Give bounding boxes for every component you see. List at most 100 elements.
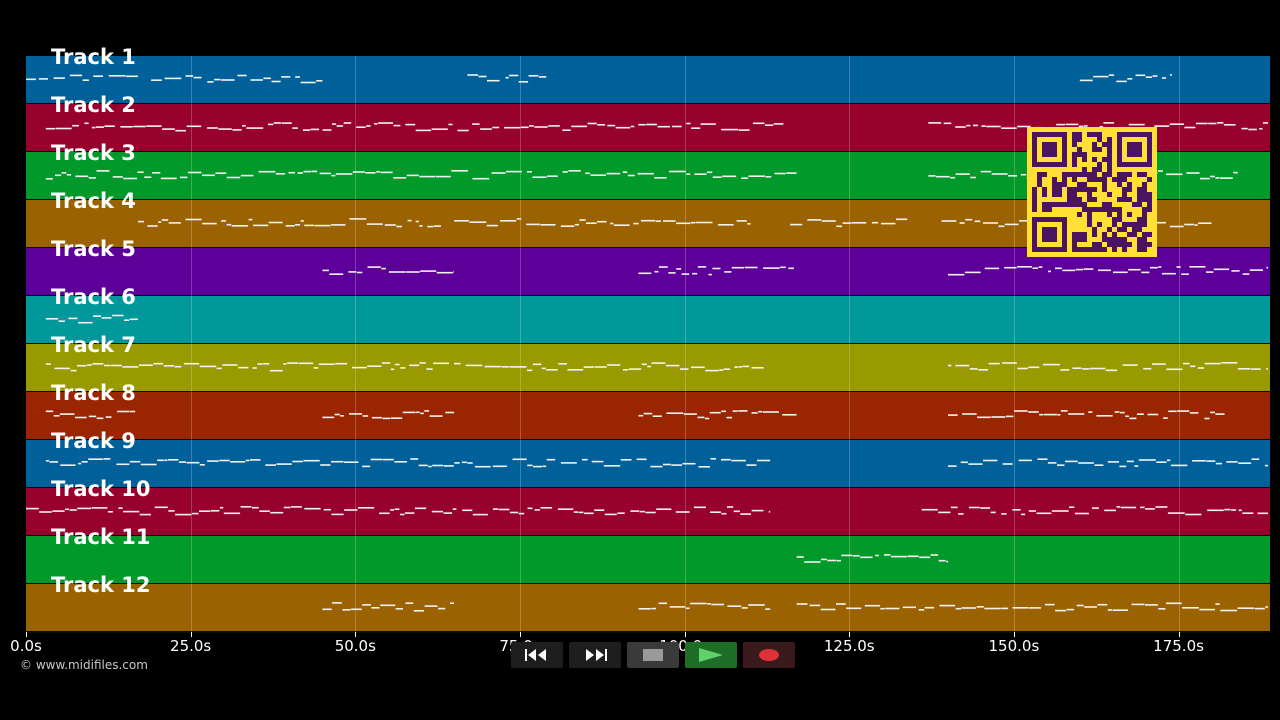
midi-note xyxy=(686,122,691,125)
midi-note xyxy=(248,218,253,221)
midi-note xyxy=(727,605,742,607)
midi-note xyxy=(467,462,473,464)
midi-note xyxy=(955,173,970,175)
midi-note xyxy=(585,172,590,175)
midi-note xyxy=(193,76,202,79)
midi-note xyxy=(78,462,82,465)
midi-note xyxy=(950,176,956,179)
midi-note xyxy=(946,560,949,563)
stop-button[interactable] xyxy=(627,642,679,668)
midi-note xyxy=(443,512,453,514)
midi-note xyxy=(303,459,320,462)
midi-note xyxy=(960,461,968,464)
midi-note xyxy=(332,602,342,604)
midi-note xyxy=(1028,510,1036,512)
tick-mark xyxy=(1178,632,1180,637)
fast-forward-button[interactable] xyxy=(569,642,621,668)
midi-note xyxy=(741,607,748,609)
midi-note xyxy=(1066,608,1075,611)
grid-line xyxy=(355,56,357,632)
midi-note xyxy=(1215,413,1225,415)
tick-label: 125.0s xyxy=(823,637,875,655)
midi-note xyxy=(226,223,232,226)
midi-note xyxy=(124,319,130,321)
midi-note xyxy=(450,602,454,604)
midi-note xyxy=(880,607,885,610)
midi-note xyxy=(1145,508,1155,510)
midi-note xyxy=(1257,512,1268,515)
midi-note xyxy=(167,459,179,461)
midi-note xyxy=(1249,269,1263,271)
midi-note xyxy=(741,177,749,179)
midi-note xyxy=(738,129,750,131)
midi-note xyxy=(1072,367,1082,369)
midi-note xyxy=(230,461,246,463)
midi-note xyxy=(1002,362,1017,364)
midi-note xyxy=(597,124,606,126)
midi-note xyxy=(1198,222,1212,224)
midi-note xyxy=(313,367,319,369)
midi-note xyxy=(257,363,263,365)
midi-note xyxy=(103,364,111,367)
midi-note xyxy=(1056,123,1066,126)
midi-note xyxy=(1044,603,1055,606)
midi-note xyxy=(304,507,321,510)
midi-note xyxy=(1199,608,1215,611)
midi-note xyxy=(92,363,104,365)
midi-note xyxy=(710,511,721,513)
midi-note xyxy=(75,416,87,419)
midi-note xyxy=(1200,177,1210,180)
midi-note xyxy=(679,368,689,370)
midi-note xyxy=(331,460,344,463)
midi-note xyxy=(154,506,168,509)
midi-note xyxy=(1166,173,1183,176)
midi-note xyxy=(161,219,169,221)
midi-note xyxy=(1119,465,1127,468)
midi-note xyxy=(821,558,827,561)
midi-note xyxy=(1021,513,1026,516)
midi-note xyxy=(938,559,946,562)
midi-note xyxy=(72,124,79,127)
rewind-icon xyxy=(525,649,546,661)
midi-note xyxy=(116,463,130,466)
midi-note xyxy=(671,464,682,466)
midi-note xyxy=(151,79,162,81)
midi-note xyxy=(698,466,710,468)
midi-note xyxy=(610,222,614,225)
midi-note xyxy=(287,362,299,364)
midi-note xyxy=(1055,267,1062,270)
midi-note xyxy=(281,76,291,78)
midi-note xyxy=(1057,464,1065,466)
midi-note xyxy=(1152,75,1158,77)
midi-note xyxy=(376,171,380,173)
midi-note xyxy=(615,126,631,129)
midi-note xyxy=(472,513,488,516)
midi-note xyxy=(474,465,491,468)
midi-note xyxy=(654,270,659,273)
midi-note xyxy=(283,506,291,509)
midi-note xyxy=(1215,462,1222,465)
midi-note xyxy=(705,369,719,372)
rewind-button[interactable] xyxy=(511,642,563,668)
midi-note xyxy=(690,221,696,224)
midi-note xyxy=(366,223,383,225)
midi-note xyxy=(643,412,653,415)
midi-note xyxy=(1112,609,1129,611)
record-button[interactable] xyxy=(743,642,795,668)
midi-note xyxy=(492,126,500,129)
midi-note xyxy=(1186,172,1200,174)
midi-note xyxy=(295,224,301,226)
note-layer xyxy=(26,74,1268,612)
midi-note xyxy=(406,174,419,177)
play-button[interactable] xyxy=(685,642,737,668)
midi-note xyxy=(352,366,367,369)
midi-note xyxy=(796,603,808,605)
midi-note xyxy=(1161,77,1167,79)
midi-note xyxy=(1223,124,1236,126)
midi-note xyxy=(246,127,264,129)
midi-note xyxy=(786,172,797,174)
tick-mark xyxy=(355,632,357,637)
midi-note xyxy=(948,364,952,367)
midi-note xyxy=(322,269,329,272)
midi-note xyxy=(499,508,510,511)
